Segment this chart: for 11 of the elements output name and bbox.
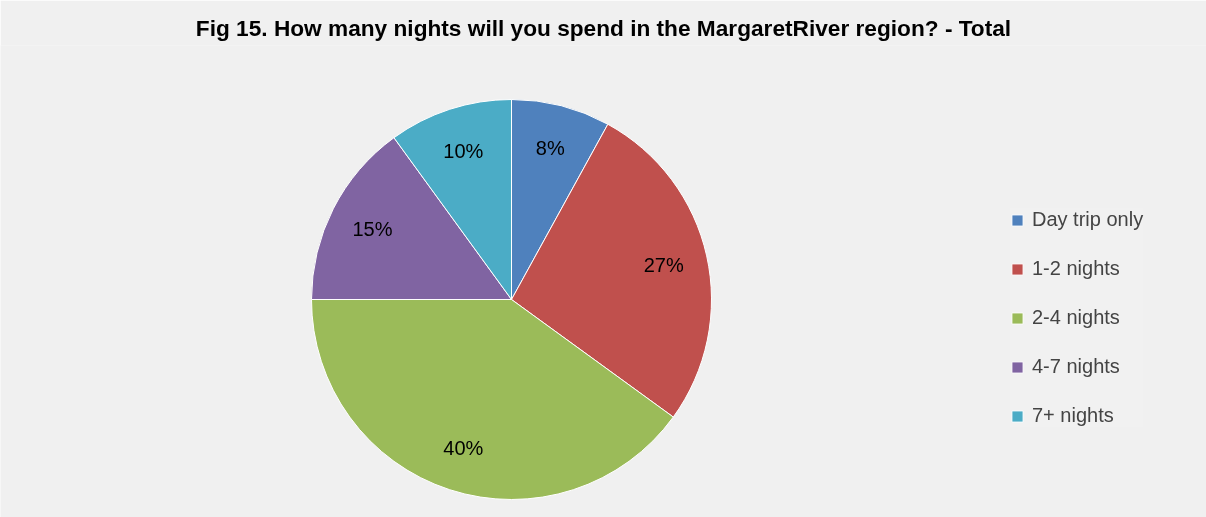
legend-label: Day trip only [1032, 208, 1144, 231]
legend-label: 7+ nights [1032, 404, 1114, 427]
legend-label: 4-7 nights [1032, 355, 1120, 378]
data-label: 10% [443, 140, 484, 163]
data-label: 8% [535, 137, 565, 160]
data-label: 27% [643, 254, 684, 277]
data-label: 15% [352, 217, 393, 240]
legend-label: 1-2 nights [1032, 257, 1120, 280]
data-label: 40% [443, 436, 484, 459]
legend-label: 2-4 nights [1032, 306, 1120, 329]
chart-title: Fig 15. How many nights will you spend in the MargaretRiver region? - Total [195, 14, 1012, 41]
